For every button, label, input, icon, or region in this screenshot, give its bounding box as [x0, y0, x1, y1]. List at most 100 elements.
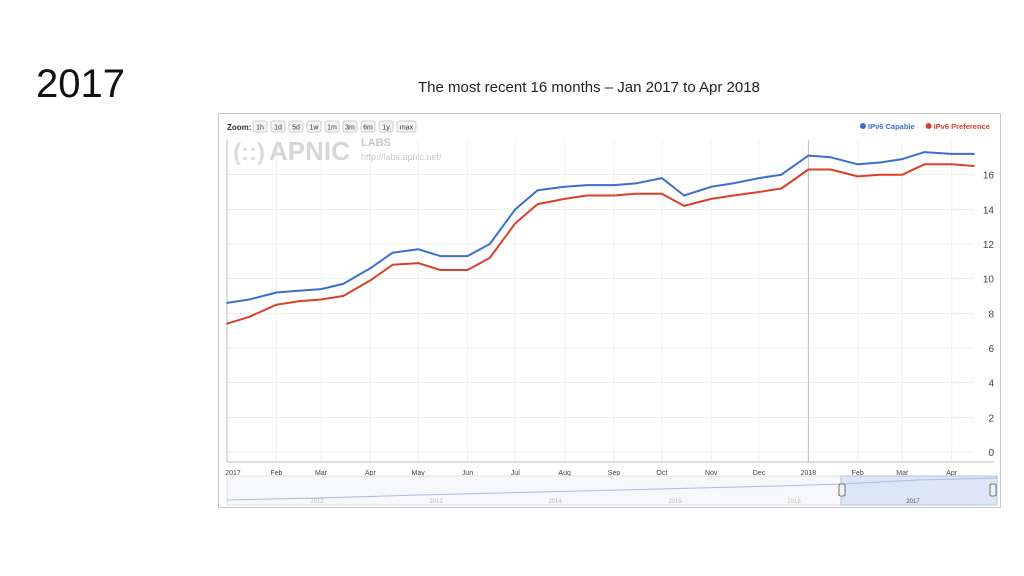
zoom-button-1m[interactable]: 1m	[324, 120, 340, 133]
x-tick-label: Feb	[852, 470, 864, 477]
y-axis: 0 2 4 6 8 10 12 14 16	[983, 171, 995, 459]
data-point-ipv6-capable	[369, 267, 372, 270]
zoom-button-label: 3m	[345, 125, 355, 132]
data-point-ipv6-preference	[417, 262, 419, 264]
data-point-ipv6-preference	[758, 191, 760, 193]
data-point-ipv6-preference	[391, 263, 394, 266]
data-point-ipv6-capable	[248, 298, 251, 301]
y-tick-label: 16	[983, 171, 995, 182]
data-point-ipv6-capable	[297, 289, 300, 292]
data-point-ipv6-preference	[369, 279, 372, 282]
navigator-label: 2013	[429, 499, 443, 505]
data-point-ipv6-preference	[342, 295, 345, 297]
zoom-button-5d[interactable]: 5d	[288, 120, 304, 133]
zoom-label: Zoom:	[227, 123, 251, 132]
data-point-ipv6-capable	[417, 248, 419, 251]
legend-marker-ipv6-preference	[925, 123, 932, 129]
slide-subtitle: The most recent 16 months – Jan 2017 to …	[418, 79, 760, 96]
zoom-button-max[interactable]: max	[396, 120, 417, 133]
ipv6-chart: (::) APNIC LABS http://labs.apnic.net/ 0…	[225, 120, 998, 506]
data-point-ipv6-preference	[732, 194, 735, 197]
navigator-label: 2016	[787, 499, 801, 505]
x-tick-label: Sep	[608, 470, 621, 477]
navigator-series	[226, 477, 998, 501]
data-point-ipv6-preference	[248, 315, 251, 318]
y-tick-label: 8	[988, 309, 994, 320]
zoom-button-frame	[306, 120, 322, 133]
navigator[interactable]: 2012 2013 2014 2015 2016 2017	[226, 475, 998, 506]
grid-layer	[226, 140, 974, 462]
x-tick-label: Nov	[705, 470, 718, 477]
zoom-button-label: 1h	[256, 125, 264, 132]
navigator-label: 2015	[668, 499, 682, 505]
zoom-button-3m[interactable]: 3m	[342, 120, 358, 133]
slide-title: 2017	[36, 62, 125, 106]
data-point-ipv6-capable	[514, 208, 517, 211]
y-tick-label: 6	[988, 344, 994, 355]
zoom-button-frame	[396, 120, 417, 133]
data-point-ipv6-capable	[780, 173, 783, 176]
data-point-ipv6-capable	[391, 251, 394, 254]
x-tick-label: Apr	[365, 470, 377, 477]
watermark-labs: LABS	[361, 137, 391, 149]
data-point-ipv6-preference	[683, 205, 685, 207]
data-point-ipv6-capable	[635, 182, 638, 185]
data-point-ipv6-capable	[226, 302, 228, 304]
zoom-toolbar: Zoom: 1h 1d 5d 1w 1m 3m 6m 1y max	[227, 120, 417, 133]
data-point-ipv6-capable	[536, 189, 539, 192]
data-point-ipv6-capable	[829, 156, 832, 159]
zoom-button-1d[interactable]: 1d	[270, 120, 286, 133]
y-tick-label: 12	[983, 240, 995, 251]
legend-label-ipv6-capable: IPv6 Capable	[868, 122, 915, 131]
navigator-handle-left[interactable]	[838, 483, 846, 497]
data-point-ipv6-preference	[973, 165, 975, 167]
x-tick-label: Feb	[270, 470, 282, 477]
data-point-ipv6-preference	[635, 192, 638, 195]
watermark-url: http://labs.apnic.net/	[361, 152, 442, 162]
data-point-ipv6-preference	[466, 269, 469, 271]
watermark-brand: APNIC	[269, 136, 350, 166]
data-point-ipv6-capable	[488, 243, 491, 245]
zoom-button-frame	[270, 120, 286, 133]
data-point-ipv6-preference	[563, 198, 566, 200]
navigator-handle-right[interactable]	[989, 483, 997, 497]
navigator-label: 2012	[310, 499, 324, 505]
zoom-button-6m[interactable]: 6m	[360, 120, 376, 133]
data-point-ipv6-capable	[683, 194, 685, 197]
data-point-ipv6-capable	[710, 185, 713, 188]
legend-marker-ipv6-capable	[860, 123, 866, 129]
navigator-label: 2014	[548, 499, 562, 505]
data-point-ipv6-capable	[660, 177, 663, 179]
data-point-ipv6-capable	[973, 153, 975, 155]
data-point-ipv6-capable	[466, 255, 469, 257]
x-axis: 2017 Feb Mar Apr May Jun Jul Aug Sep Oct Nov Dec 201…	[225, 461, 994, 477]
data-point-ipv6-preference	[613, 194, 615, 197]
data-point-ipv6-preference	[710, 198, 713, 200]
data-point-ipv6-capable	[950, 153, 953, 155]
data-point-ipv6-capable	[342, 283, 345, 285]
data-point-ipv6-preference	[514, 222, 517, 225]
data-point-ipv6-preference	[586, 194, 588, 197]
zoom-button-label: 1m	[327, 125, 337, 132]
data-point-ipv6-preference	[879, 173, 881, 176]
data-point-ipv6-capable	[732, 182, 735, 185]
x-tick-label: Jul	[511, 470, 520, 477]
data-point-ipv6-preference	[439, 269, 442, 271]
zoom-button-1w[interactable]: 1w	[306, 120, 322, 133]
zoom-button-frame	[378, 120, 394, 133]
data-point-ipv6-capable	[613, 184, 615, 186]
x-tick-label: Apr	[946, 470, 958, 477]
zoom-button-label: 1d	[274, 125, 282, 132]
data-point-ipv6-preference	[297, 300, 300, 303]
zoom-button-frame	[324, 120, 340, 133]
data-point-ipv6-preference	[950, 163, 953, 166]
zoom-button-1y[interactable]: 1y	[378, 120, 394, 133]
data-point-ipv6-preference	[856, 175, 859, 178]
chart-frame: (::) APNIC LABS http://labs.apnic.net/ 0…	[218, 113, 1001, 508]
zoom-button-frame	[252, 120, 268, 133]
zoom-button-1h[interactable]: 1h	[252, 120, 268, 133]
series-line-ipv6-capable	[226, 151, 974, 304]
zoom-button-label: 6m	[363, 125, 373, 132]
data-point-ipv6-capable	[923, 151, 926, 153]
data-point-ipv6-preference	[660, 192, 663, 195]
